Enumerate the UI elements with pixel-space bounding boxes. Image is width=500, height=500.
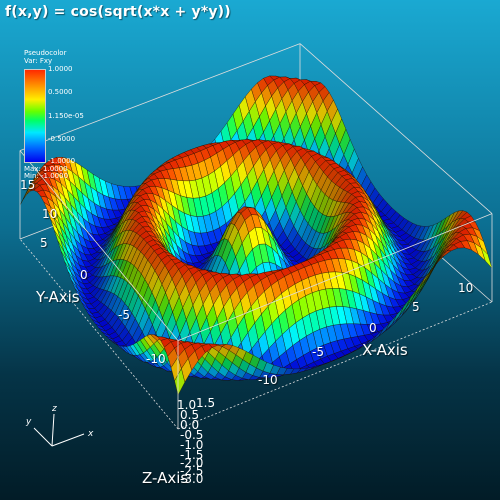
box-edge [19,238,179,430]
legend-max: Max: 1.0000 [24,165,68,173]
x-tick-label: 0 [369,321,377,335]
x-axis-title: X-Axis [362,341,408,359]
z-tick-label: -2.0 [180,456,204,470]
box-edge [19,43,301,151]
y-tick-label: 10 [42,207,58,221]
x-tick-label: 5 [412,300,420,314]
x-tick-label: 10 [458,281,474,295]
plot-title: f(x,y) = cos(sqrt(x*x + y*y)) [5,4,231,20]
surface-cell [174,368,185,396]
y-tick-label: -5 [118,308,130,322]
y-tick-label: -10 [258,373,278,387]
z-tick-label: -0.5 [180,428,204,442]
bounding-box-front [19,150,493,430]
legend-tick: 0.5000 [48,88,73,96]
legend-variable: Var: Fxy [24,57,53,65]
z-tick-label: -3.0 [180,472,204,486]
y-tick-label: 0 [80,268,88,282]
triad-x-label: x [88,429,94,439]
legend-tick: 1.0000 [48,65,73,73]
z-axis-title: Z-Axis [142,469,189,487]
z-tick-label: -2.5 [180,464,204,478]
z-tick-label: -1.5 [180,448,204,462]
x-tick-label: -10 [146,352,166,366]
legend-min: Min: -1.0000 [24,172,69,180]
y-axis-title: Y-Axis [36,288,80,306]
z-tick-label: -1.0 [180,438,204,452]
triad-y-label: y [26,417,32,427]
z-tick-label: 0.5 [180,408,200,422]
box-edge [177,213,493,341]
box-edge [19,150,179,341]
z-tick-label: 1.0 [177,398,197,412]
legend-name: Pseudocolor [24,49,67,57]
y-tick-label: 15 [20,178,36,192]
legend-tick: 1.150e-05 [48,112,84,120]
box-edge [177,301,493,430]
box-edge [299,43,493,214]
colorbar [24,69,46,163]
axes-triad [33,413,85,447]
triad-z-label: z [52,404,57,414]
legend-tick: -0.5000 [48,135,76,143]
x-tick-label: -5 [312,345,324,359]
z-tick-label: 1.5 [196,396,216,410]
legend-tick: -1.0000 [48,157,76,165]
z-tick-label: 0.0 [180,418,200,432]
y-tick-label: 5 [40,236,48,250]
